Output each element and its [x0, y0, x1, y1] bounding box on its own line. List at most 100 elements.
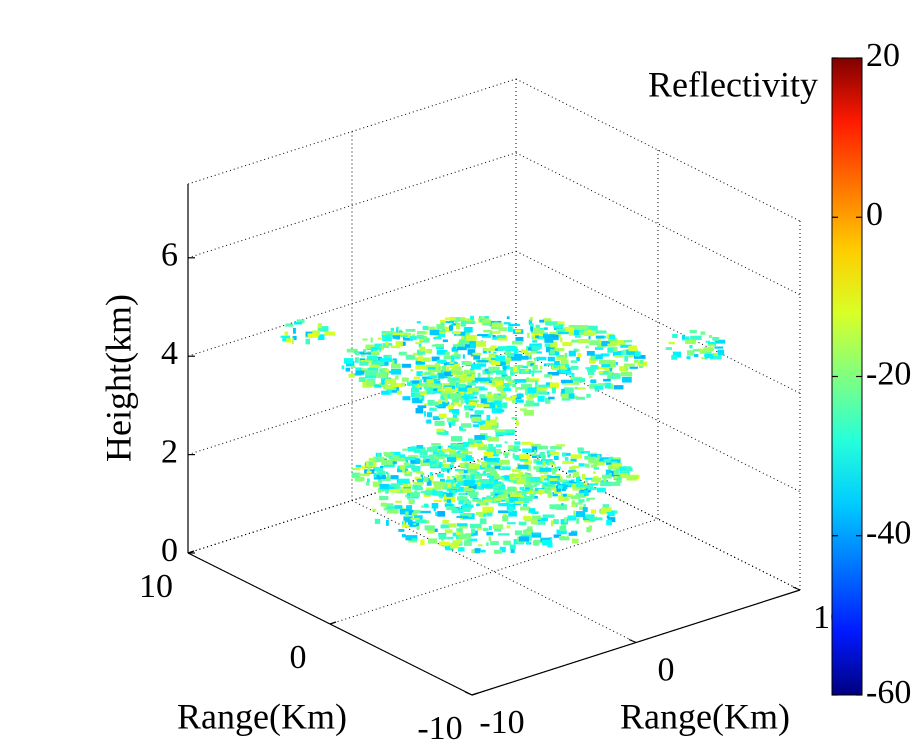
cloud-cell: [414, 385, 423, 388]
cloud-cell: [365, 375, 377, 379]
cloud-cell: [398, 351, 407, 356]
cloud-cell: [614, 354, 624, 358]
cloud-cell: [619, 366, 628, 372]
cloud-cell: [491, 384, 502, 387]
cloud-cell: [519, 355, 529, 360]
cloud-cell: [600, 481, 612, 487]
cloud-cell: [470, 414, 482, 419]
cloud-cell: [317, 326, 329, 332]
cloud-cell: [609, 367, 613, 372]
cloud-cell: [507, 486, 516, 491]
cloud-cell: [452, 443, 464, 447]
cloud-cell: [490, 541, 499, 545]
cloud-cell: [556, 504, 567, 510]
cloud-cell: [478, 481, 481, 487]
grid-line: [515, 152, 801, 296]
cloud-cell: [526, 377, 530, 381]
cloud-cell: [385, 489, 389, 494]
cloud-cell: [354, 357, 359, 363]
cloud-cell: [411, 512, 417, 517]
cloud-cell: [626, 349, 638, 355]
cloud-cell: [410, 387, 420, 393]
cloud-cell: [464, 385, 472, 389]
cloud-cell: [601, 364, 611, 368]
cloud-cell: [435, 404, 444, 408]
cloud-cell: [530, 363, 534, 367]
cloud-cell: [525, 486, 533, 490]
cloud-cell: [582, 507, 588, 512]
cloud-cell: [416, 334, 424, 339]
cloud-cell: [377, 360, 385, 365]
cloud-cell: [463, 492, 469, 495]
cloud-cell: [440, 524, 450, 529]
cloud-cell: [583, 484, 594, 488]
cloud-cell: [492, 524, 504, 529]
cloud-cell: [486, 462, 498, 465]
cloud-cell: [575, 511, 586, 517]
cloud-cell: [526, 540, 530, 545]
cloud-cell: [524, 352, 532, 357]
cloud-cell: [520, 474, 533, 478]
cloud-cell: [463, 474, 466, 479]
cloud-cell: [402, 396, 411, 401]
cloud-cell: [504, 441, 508, 444]
cloud-cell: [538, 478, 544, 482]
cloud-cell: [588, 456, 596, 463]
cloud-cell: [402, 488, 412, 493]
cloud-cell: [478, 404, 490, 407]
cloud-cell: [409, 484, 412, 488]
cloud-cell: [633, 360, 639, 363]
cloud-cell: [562, 461, 574, 464]
cloud-cell: [482, 471, 487, 475]
cloud-cell: [547, 356, 555, 362]
cloud-cell: [489, 470, 497, 476]
colorbar-tick-label: 0: [866, 196, 883, 233]
cloud-cell: [490, 491, 495, 496]
cloud-cell: [511, 395, 517, 398]
cloud-cell: [503, 365, 507, 371]
cloud-cell: [603, 459, 611, 463]
cloud-cell: [385, 471, 389, 475]
cloud-cell: [624, 355, 629, 362]
cloud-cell: [550, 341, 558, 348]
cloud-cell: [438, 399, 443, 405]
cloud-cell: [491, 345, 497, 349]
cloud-cell: [492, 489, 505, 493]
cloud-cell: [372, 350, 379, 353]
colorbar-label: Reflectivity: [648, 64, 818, 104]
cloud-cell: [419, 510, 431, 514]
cloud-cell: [478, 512, 484, 518]
cloud-cell: [491, 377, 498, 383]
cloud-cell: [284, 331, 289, 336]
cloud-cell: [537, 335, 549, 340]
cloud-cell: [399, 465, 406, 470]
cloud-cell: [539, 517, 548, 522]
cloud-cell: [515, 399, 524, 403]
cloud-cell: [350, 365, 356, 368]
cloud-cell: [572, 483, 576, 490]
cloud-cell: [517, 364, 524, 368]
cloud-cell: [401, 377, 409, 382]
cloud-cell: [405, 354, 416, 360]
z-tick-label: 2: [161, 433, 178, 470]
cloud-cell: [363, 349, 367, 353]
cloud-cell: [562, 480, 569, 485]
cloud-cell: [385, 331, 396, 335]
cloud-cell: [623, 363, 635, 367]
cloud-cell: [446, 536, 454, 540]
cloud-cell: [445, 366, 450, 373]
cloud-cell: [448, 523, 457, 528]
cloud-cell: [486, 414, 491, 421]
cloud-cell: [377, 453, 380, 457]
cloud-cell: [389, 489, 400, 493]
cloud-cell: [466, 340, 476, 347]
cloud-cell: [566, 475, 571, 479]
cloud-cell: [503, 490, 512, 495]
cloud-cell: [522, 503, 528, 507]
cloud-cell: [437, 370, 442, 374]
cloud-cell: [380, 465, 384, 468]
cloud-cell: [433, 505, 436, 512]
cloud-cell: [562, 452, 566, 457]
cloud-cell: [458, 492, 466, 496]
cloud-cell: [492, 336, 503, 340]
